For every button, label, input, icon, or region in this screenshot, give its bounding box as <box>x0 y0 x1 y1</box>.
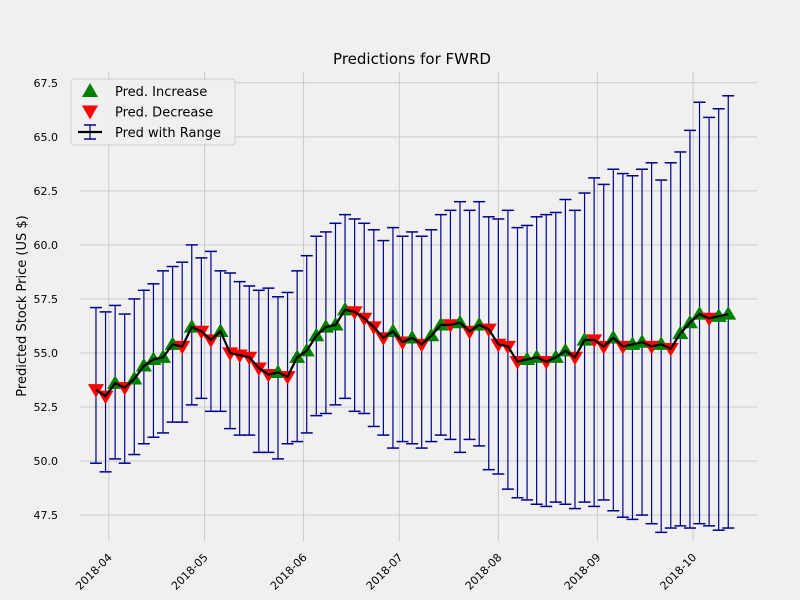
increase-marker <box>720 306 737 320</box>
chart-title: Predictions for FWRD <box>333 50 491 68</box>
legend-label: Pred. Decrease <box>115 106 213 121</box>
y-tick-label: 65.0 <box>34 131 59 144</box>
range-bar <box>281 291 294 445</box>
y-tick-label: 62.5 <box>34 185 59 198</box>
decrease-marker <box>442 319 459 333</box>
legend-marker <box>82 105 98 120</box>
x-tick-label: 2018-04 <box>73 551 115 593</box>
y-tick-label: 57.5 <box>34 293 59 306</box>
x-tick-label: 2018-08 <box>463 551 505 593</box>
y-tick-label: 52.5 <box>34 401 59 414</box>
range-bar <box>578 192 591 503</box>
range-bar <box>310 235 323 417</box>
y-tick-label: 60.0 <box>34 239 59 252</box>
decrease-marker <box>174 340 191 355</box>
legend-box <box>70 78 236 146</box>
increase-marker <box>432 316 449 331</box>
x-tick-label: 2018-06 <box>268 551 310 593</box>
range-bar <box>463 209 476 441</box>
x-tick-label: 2018-07 <box>364 551 406 593</box>
y-tick-label: 47.5 <box>34 509 59 522</box>
range-bar <box>655 179 668 534</box>
y-tick-label: 67.5 <box>34 77 59 90</box>
legend-label: Pred. Increase <box>115 85 207 100</box>
x-tick-label: 2018-09 <box>562 551 604 593</box>
range-bar <box>204 250 217 413</box>
range-bar <box>214 270 227 413</box>
legend-marker <box>82 83 98 97</box>
range-bar <box>386 226 399 449</box>
decrease-marker <box>509 356 526 370</box>
y-axis-label: Predicted Stock Price (US $) <box>15 215 30 396</box>
range-bar <box>683 129 696 529</box>
y-tick-label: 55.0 <box>34 347 59 360</box>
increase-marker <box>576 332 593 346</box>
range-bar <box>329 222 342 406</box>
prediction-line <box>95 308 729 398</box>
x-tick-label: 2018-10 <box>658 551 700 593</box>
increase-marker <box>337 301 354 316</box>
y-tick-label: 50.0 <box>34 455 59 468</box>
x-tick-label: 2018-05 <box>169 551 211 593</box>
legend-label: Pred with Range <box>115 126 221 141</box>
increase-marker <box>164 336 181 350</box>
range-bar <box>482 216 495 471</box>
